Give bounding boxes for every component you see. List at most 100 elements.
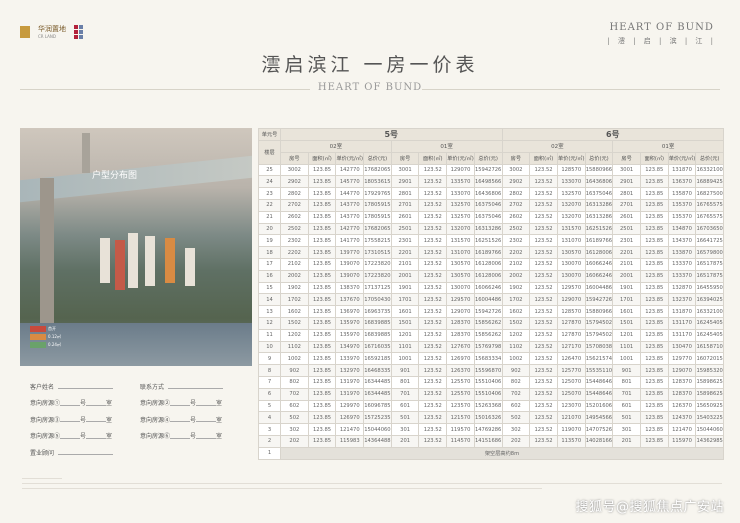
floor-cell: 10 bbox=[258, 340, 281, 354]
price-cell: 1001 bbox=[612, 352, 641, 366]
price-cell: 123.85 bbox=[639, 281, 669, 295]
price-cell: 124370 bbox=[667, 411, 697, 425]
column-header: 房号 bbox=[612, 151, 641, 165]
price-cell: 2501 bbox=[390, 222, 420, 236]
column-header: 单价(元/㎡) bbox=[556, 151, 586, 165]
price-cell: 16468335 bbox=[363, 364, 392, 377]
price-cell: 126370 bbox=[667, 399, 697, 413]
price-cell: 123.85 bbox=[639, 222, 669, 236]
price-cell: 15650925 bbox=[695, 399, 724, 413]
floor-cell: 11 bbox=[258, 328, 281, 342]
price-cell: 123.52 bbox=[418, 163, 448, 177]
room-field[interactable] bbox=[196, 400, 217, 406]
price-cell: 16245405 bbox=[695, 316, 724, 330]
logo-subtext: CR LAND bbox=[38, 34, 56, 39]
building-field[interactable] bbox=[170, 433, 191, 439]
consultant-field[interactable] bbox=[58, 449, 114, 456]
price-cell: 16072015 bbox=[695, 352, 724, 366]
column-header: 房号 bbox=[390, 151, 420, 165]
price-cell: 18053615 bbox=[363, 175, 392, 189]
price-cell: 501 bbox=[390, 411, 420, 425]
price-cell: 1502 bbox=[280, 316, 309, 330]
floor-cell: 9 bbox=[258, 352, 281, 366]
legend-item: 首开 bbox=[30, 325, 61, 333]
price-cell: 15942726 bbox=[473, 163, 503, 177]
price-cell: 1002 bbox=[280, 352, 309, 366]
price-cell: 123.52 bbox=[418, 328, 448, 342]
disclaimer bbox=[22, 478, 722, 493]
contact-field[interactable] bbox=[168, 383, 224, 390]
price-cell: 1502 bbox=[501, 316, 531, 330]
price-cell: 123.85 bbox=[307, 423, 337, 436]
price-cell: 138370 bbox=[335, 281, 365, 295]
floor-cell: 1 bbox=[258, 446, 281, 460]
price-cell: 802 bbox=[501, 375, 531, 389]
price-cell: 123.52 bbox=[418, 375, 448, 389]
price-cell: 123.85 bbox=[307, 434, 337, 448]
price-cell: 129070 bbox=[446, 163, 475, 177]
price-cell: 17929765 bbox=[363, 187, 392, 200]
price-cell: 2601 bbox=[612, 210, 641, 224]
room-field[interactable] bbox=[196, 433, 217, 439]
price-cell: 128370 bbox=[446, 328, 475, 342]
pilot-row: 1 架空层高约8m bbox=[258, 446, 724, 460]
price-cell: 123.52 bbox=[529, 198, 558, 212]
price-cell: 123.85 bbox=[639, 210, 669, 224]
price-cell: 2802 bbox=[501, 187, 531, 200]
legend-item: 0.12㎡ bbox=[30, 333, 61, 341]
price-cell: 139070 bbox=[335, 257, 365, 271]
price-cell: 15942726 bbox=[584, 293, 614, 307]
price-cell: 15448646 bbox=[584, 375, 614, 389]
floor-cell: 21 bbox=[258, 210, 281, 224]
price-cell: 123.85 bbox=[307, 316, 337, 330]
price-cell: 125570 bbox=[446, 387, 475, 401]
price-cell: 1201 bbox=[390, 328, 420, 342]
price-cell: 123.52 bbox=[418, 281, 448, 295]
building-field[interactable] bbox=[60, 416, 81, 423]
price-cell: 2101 bbox=[612, 257, 641, 271]
price-cell: 501 bbox=[612, 411, 641, 425]
table-row: 9 1002 123.85 133970 16592185 1001 123.52 12697… bbox=[258, 352, 724, 366]
price-cell: 1902 bbox=[280, 281, 309, 295]
price-cell: 2802 bbox=[280, 187, 309, 200]
price-cell: 1001 bbox=[390, 352, 420, 366]
building-field[interactable] bbox=[170, 416, 191, 423]
price-cell: 127670 bbox=[446, 340, 475, 354]
price-cell: 131170 bbox=[667, 328, 697, 342]
price-cell: 123.85 bbox=[639, 175, 669, 189]
building-field[interactable] bbox=[60, 433, 81, 439]
price-cell: 2202 bbox=[280, 246, 309, 259]
room-field[interactable] bbox=[86, 416, 107, 423]
floor-cell: 16 bbox=[258, 269, 281, 283]
price-cell: 16517875 bbox=[695, 257, 724, 271]
building-field[interactable] bbox=[60, 400, 81, 406]
price-cell: 2101 bbox=[390, 257, 420, 271]
price-cell: 2302 bbox=[280, 234, 309, 248]
divider bbox=[422, 89, 720, 90]
floor-cell: 7 bbox=[258, 375, 281, 389]
price-cell: 123.85 bbox=[639, 234, 669, 248]
price-cell: 702 bbox=[280, 387, 309, 401]
price-cell: 2801 bbox=[612, 187, 641, 200]
price-cell: 1501 bbox=[390, 316, 420, 330]
price-cell: 123070 bbox=[556, 399, 586, 413]
room-field[interactable] bbox=[86, 400, 107, 406]
room-field[interactable] bbox=[86, 433, 107, 439]
table-row: 10 1102 123.85 134970 16716035 1101 123.52 1276… bbox=[258, 340, 724, 354]
price-cell: 123.52 bbox=[529, 375, 558, 389]
price-cell: 119070 bbox=[556, 423, 586, 436]
price-cell: 123.85 bbox=[307, 187, 337, 200]
price-cell: 2301 bbox=[612, 234, 641, 248]
price-cell: 123.52 bbox=[529, 281, 558, 295]
price-cell: 126370 bbox=[446, 364, 475, 377]
price-cell: 132370 bbox=[667, 293, 697, 307]
price-cell: 135970 bbox=[335, 328, 365, 342]
price-cell: 15985320 bbox=[695, 364, 724, 377]
price-cell: 15510406 bbox=[473, 375, 503, 389]
price-cell: 135870 bbox=[667, 187, 697, 200]
room-field[interactable] bbox=[196, 416, 217, 423]
customer-name-field[interactable] bbox=[58, 383, 114, 390]
building-field[interactable] bbox=[170, 400, 191, 406]
price-cell: 602 bbox=[501, 399, 531, 413]
table-row: 12 1502 123.85 135970 16839885 1501 123.52 1283… bbox=[258, 316, 724, 330]
